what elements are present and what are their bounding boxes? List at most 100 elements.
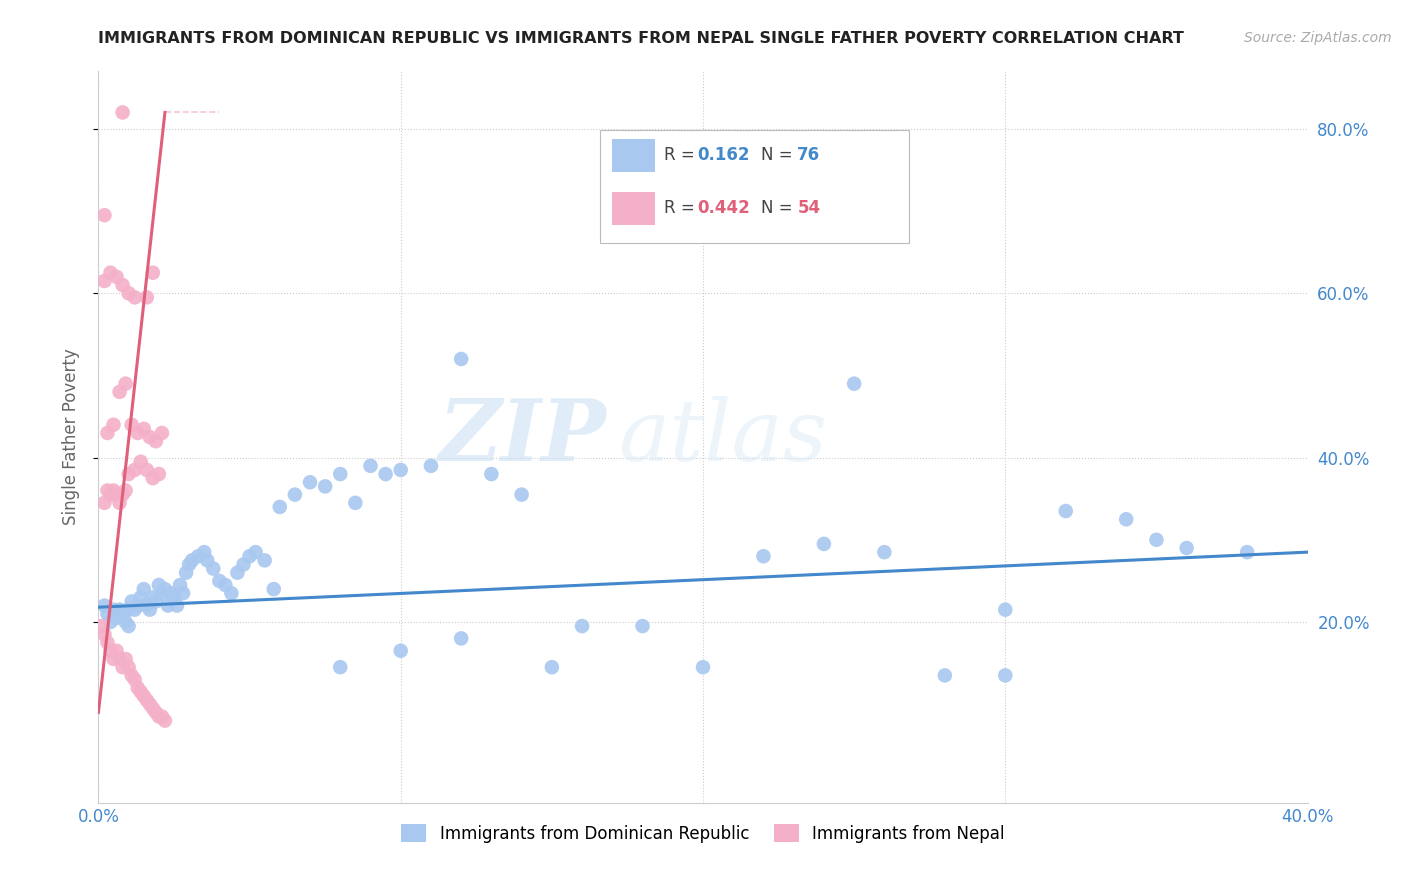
Point [129,455,152,469]
Point [111,105,134,120]
Point [124,673,146,687]
Text: R =: R = [664,146,700,164]
Point [114,615,136,629]
Point [139,697,162,711]
Text: 0.162: 0.162 [697,146,749,164]
Point [994,668,1017,682]
Point [118,619,141,633]
Point [96,635,118,649]
Point [124,602,146,616]
Point [105,611,128,625]
Point [145,434,167,449]
Text: 0.442: 0.442 [697,199,749,217]
Point [187,549,209,564]
Point [195,553,218,567]
Point [93,274,115,288]
Point [263,582,285,596]
Point [344,496,367,510]
Point [114,483,136,498]
Point [103,417,125,432]
FancyBboxPatch shape [600,130,908,244]
Point [118,286,141,301]
Point [145,594,167,608]
Point [314,479,336,493]
Point [631,619,654,633]
Point [232,558,254,572]
Point [208,574,231,588]
Point [253,553,276,567]
Point [139,430,162,444]
Point [135,693,157,707]
Point [132,689,155,703]
Point [100,615,122,629]
Point [214,578,236,592]
Text: IMMIGRANTS FROM DOMINICAN REPUBLIC VS IMMIGRANTS FROM NEPAL SINGLE FATHER POVERT: IMMIGRANTS FROM DOMINICAN REPUBLIC VS IM… [98,31,1184,46]
Point [132,582,155,596]
Point [111,278,134,293]
Point [90,619,112,633]
Point [114,652,136,666]
Point [121,594,143,608]
Y-axis label: Single Father Poverty: Single Father Poverty [62,349,80,525]
Point [420,458,443,473]
Point [118,660,141,674]
Text: N =: N = [761,146,799,164]
Point [226,566,249,580]
Point [93,208,115,222]
Point [135,599,157,613]
Point [813,537,835,551]
Point [142,471,165,485]
Text: 76: 76 [797,146,821,164]
Point [127,681,149,695]
Point [135,290,157,304]
Point [114,376,136,391]
Point [103,483,125,498]
Point [96,607,118,621]
Point [540,660,562,674]
Point [752,549,775,564]
Point [111,660,134,674]
Point [202,561,225,575]
Point [1236,545,1258,559]
Point [121,417,143,432]
Point [148,467,170,481]
FancyBboxPatch shape [613,139,655,172]
Text: 54: 54 [797,199,821,217]
Point [1144,533,1167,547]
Point [221,586,243,600]
Text: Source: ZipAtlas.com: Source: ZipAtlas.com [1244,31,1392,45]
Point [111,607,134,621]
Point [142,266,165,280]
Point [121,668,143,682]
Point [96,425,118,440]
Point [105,487,128,501]
Point [100,487,122,501]
Point [156,599,179,613]
Point [510,487,533,501]
Point [100,266,122,280]
Point [93,627,115,641]
Point [148,709,170,723]
Point [374,467,396,481]
Point [148,578,170,592]
Point [450,351,472,366]
Point [389,463,412,477]
Point [153,582,176,596]
Point [100,644,122,658]
Point [96,483,118,498]
Point [111,487,134,501]
Point [108,384,131,399]
Point [142,701,165,715]
Point [132,422,155,436]
Point [142,591,165,605]
Point [145,706,167,720]
Point [103,602,125,616]
Point [105,644,128,658]
Point [153,714,176,728]
Point [118,467,141,481]
Point [105,269,128,284]
Point [284,487,307,501]
Point [150,425,173,440]
Point [127,425,149,440]
Point [166,599,188,613]
